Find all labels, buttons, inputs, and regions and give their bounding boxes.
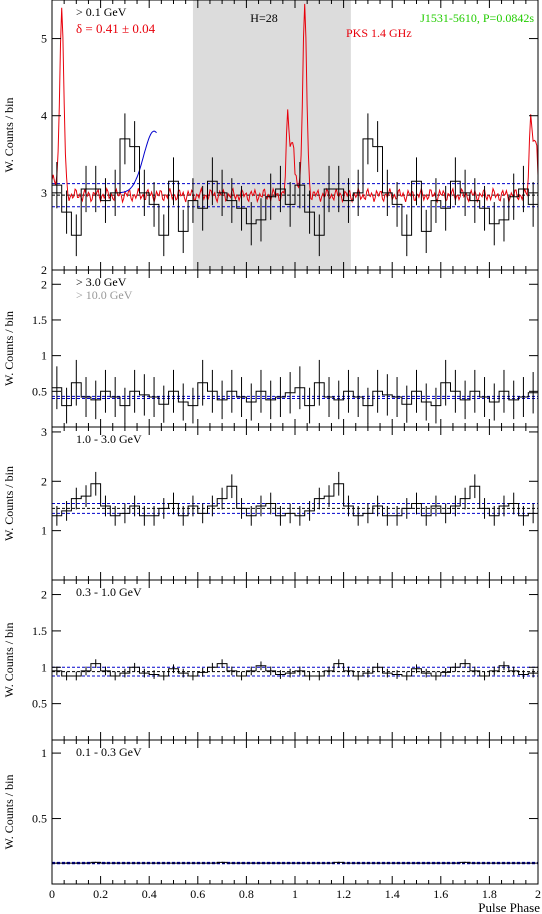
x-tick-label: 2 [535,887,541,901]
radio-label: PKS 1.4 GHz [346,26,412,40]
htest-label: H=28 [250,11,277,25]
pulsar-name-label: J1531-5610, P=0.0842s [420,11,534,25]
energy-label: 0.1 - 0.3 GeV [76,745,142,759]
energy-label: > 0.1 GeV [76,5,127,19]
panel-p4: 0.5 1 1.5 2 W. Counts / bin 0.3 - 1.0 GeV [2,579,539,741]
panel-p5: 0.5 1 W. Counts / bin 0.1 - 0.3 GeV [2,739,539,885]
histogram-line [52,663,538,677]
y-tick-label: 0.5 [32,812,47,826]
y-axis-label: W. Counts / bin [2,98,16,173]
y-tick-label: 5 [41,32,47,46]
x-tick-label: 1 [292,887,298,901]
panel-p3: 1 2 3 W. Counts / bin 1.0 - 3.0 GeV [2,425,539,581]
y-tick-label: 3 [41,425,47,439]
pulse-fit-line [119,130,157,194]
y-axis-label: W. Counts / bin [2,623,16,698]
panel-top: 2 3 4 5 W. Counts / bin > 0.1 GeV δ = 0.41 ± 0… [2,0,539,277]
energy-label-2: > 10.0 GeV [76,288,133,302]
y-tick-label: 0.5 [32,384,47,398]
x-tick-label: 1.4 [385,887,400,901]
y-tick-label: 1 [41,524,47,538]
y-tick-label: 1.5 [32,313,47,327]
x-tick-label: 0.2 [93,887,108,901]
radio-profile-line [51,3,539,204]
y-tick-label: 4 [41,109,47,123]
x-tick-label: 1.6 [433,887,448,901]
y-tick-label: 1.5 [32,624,47,638]
onpulse-band [192,0,351,270]
histogram-line [52,483,538,517]
y-tick-label: 3 [41,186,47,200]
y-tick-label: 2 [41,263,47,277]
y-tick-label: 1 [41,660,47,674]
y-tick-label: 1 [41,349,47,363]
histogram-line [52,138,538,236]
x-axis-label: Pulse Phase [478,900,540,914]
energy-label: > 3.0 GeV [76,275,127,289]
y-tick-label: 1 [41,746,47,760]
y-axis-label: W. Counts / bin [2,466,16,541]
x-tick-label: 0.8 [239,887,254,901]
histogram-line [52,861,538,864]
y-tick-label: 2 [41,588,47,602]
delta-label: δ = 0.41 ± 0.04 [76,21,156,36]
x-tick-label: 1.2 [336,887,351,901]
y-tick-label: 0.5 [32,697,47,711]
x-tick-label: 0.6 [190,887,205,901]
y-tick-label: 2 [41,277,47,291]
x-tick-label: 0 [49,887,55,901]
energy-label: 0.3 - 1.0 GeV [76,585,142,599]
y-tick-label: 2 [41,474,47,488]
y-axis-label: W. Counts / bin [2,775,16,850]
x-tick-label: 1.8 [482,887,497,901]
panel-p2: 0.5 1 1.5 2 W. Counts / bin > 3.0 GeV> 10.0 G… [2,269,539,428]
x-tick-label: 0.4 [142,887,157,901]
y-axis-label: W. Counts / bin [2,311,16,386]
energy-label: 1.0 - 3.0 GeV [76,432,142,446]
